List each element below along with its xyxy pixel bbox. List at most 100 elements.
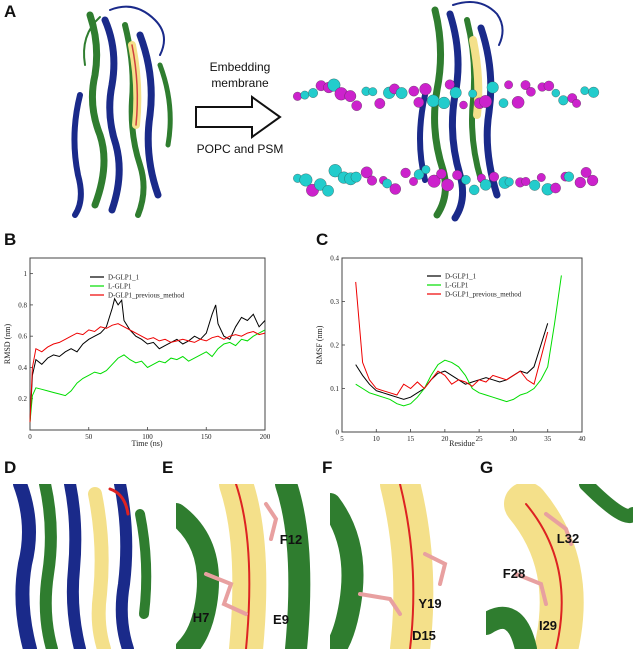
x-tick-label: 200	[260, 433, 271, 441]
lipid-headgroup	[580, 86, 589, 95]
y-tick-label: 0.1	[330, 385, 339, 393]
arrow-label-line1: Embedding	[210, 60, 271, 74]
lipid-headgroup	[395, 87, 408, 99]
rmsf-ylabel: RMSF (nm)	[315, 325, 324, 364]
lipid-headgroup	[409, 177, 418, 186]
arrow-caption: POPC and PSM	[197, 142, 284, 155]
structure-overlay-d	[0, 484, 158, 649]
lipid-headgroup	[498, 98, 509, 108]
arrow-label-line2: membrane	[211, 76, 269, 90]
series-line-d-glp1-previous-method	[355, 281, 549, 396]
lipid-headgroup	[563, 171, 574, 182]
lipid-headgroup	[461, 175, 471, 185]
lipid-headgroup	[511, 96, 525, 109]
y-tick-label: 0	[336, 429, 340, 437]
lipid-headgroup	[504, 80, 513, 90]
x-tick-label: 35	[544, 435, 552, 443]
y-tick-label: 0.2	[18, 395, 27, 403]
lipid-layer-top	[293, 78, 600, 111]
lipid-headgroup	[314, 178, 327, 191]
y-tick-label: 0.6	[18, 333, 27, 341]
lipid-headgroup	[437, 96, 451, 109]
residue-label-e9: E9	[273, 612, 289, 627]
lipid-headgroup	[382, 178, 392, 189]
lipid-headgroup	[328, 164, 342, 178]
lipid-headgroup	[299, 173, 313, 187]
embedding-arrow: Embedding membrane POPC and PSM	[195, 60, 284, 155]
lipid-headgroup	[449, 86, 462, 99]
lipid-headgroup	[322, 185, 334, 197]
x-tick-label: 0	[28, 433, 32, 441]
lipid-headgroup	[551, 88, 560, 98]
lipid-headgroup	[367, 175, 377, 186]
x-tick-label: 150	[201, 433, 212, 441]
x-tick-label: 30	[510, 435, 518, 443]
rmsd-chart: 0 50 100 150 200 0.2 0.4 0.6 0.8 1 D-GLP1_1L-GLP1…	[3, 257, 271, 448]
lipid-headgroup	[368, 87, 378, 97]
series-line-l-glp1	[355, 275, 562, 407]
protein-structure-left	[71, 5, 173, 218]
lipid-headgroup	[400, 167, 411, 178]
residue-closeup-e: F12 H7 E9	[176, 484, 324, 649]
residue-label-f12: F12	[280, 532, 302, 547]
series-line-l-glp1	[29, 329, 266, 423]
lipid-headgroup	[389, 183, 401, 195]
series-line-d-glp1-previous-method	[29, 323, 266, 423]
x-tick-label: 10	[373, 435, 381, 443]
residue-label-y19: Y19	[418, 596, 441, 611]
legend-label: L-GLP1	[445, 282, 469, 290]
lipid-headgroup	[469, 184, 480, 196]
lipid-headgroup	[413, 97, 425, 108]
panel-label-a: A	[4, 2, 17, 21]
residue-closeup-g: L32 F28 I29	[486, 484, 633, 649]
y-tick-label: 1	[24, 270, 28, 278]
lipid-headgroup	[479, 95, 492, 108]
lipid-headgroup	[408, 85, 420, 97]
rmsd-xlabel: Time (ns)	[131, 439, 162, 448]
lipid-headgroup	[351, 100, 362, 111]
panel-label-b: B	[4, 230, 17, 249]
residue-label-l32: L32	[557, 531, 579, 546]
y-tick-label: 0.4	[330, 255, 339, 263]
lipid-headgroup	[327, 78, 341, 92]
lipid-headgroup	[421, 165, 431, 174]
rmsf-plot-area	[341, 257, 583, 433]
lipid-headgroup	[459, 100, 468, 110]
lipid-headgroup	[413, 169, 425, 180]
lipid-headgroup	[543, 80, 555, 92]
lipid-headgroup	[520, 80, 531, 90]
rmsf-xlabel: Residue	[449, 439, 475, 448]
lipid-headgroup	[521, 177, 531, 186]
x-tick-label: 15	[407, 435, 415, 443]
rmsd-ylabel: RMSD (nm)	[3, 324, 12, 365]
residue-label-i29: I29	[539, 618, 557, 633]
y-tick-label: 0.4	[18, 364, 27, 372]
lipid-headgroup	[588, 86, 600, 98]
lipid-headgroup	[468, 89, 478, 99]
lipid-headgroup	[558, 95, 569, 106]
lipid-headgroup	[574, 176, 586, 189]
lipid-headgroup	[587, 174, 599, 187]
lipid-headgroup	[452, 170, 463, 181]
legend-label: D-GLP1_previous_method	[445, 291, 522, 299]
lipid-headgroup	[436, 168, 447, 180]
legend-label: D-GLP1_previous_method	[108, 292, 185, 300]
x-tick-label: 20	[441, 435, 449, 443]
lipid-headgroup	[419, 83, 432, 96]
y-tick-label: 0.2	[330, 342, 339, 350]
x-tick-label: 50	[85, 433, 93, 441]
panel-label-c: C	[316, 230, 329, 249]
residue-label-d15: D15	[412, 628, 436, 643]
x-tick-label: 25	[476, 435, 484, 443]
membrane-embedded-structure	[293, 1, 600, 222]
lipid-headgroup	[441, 178, 454, 192]
lipid-headgroup	[293, 91, 302, 101]
lipid-headgroup	[426, 94, 440, 108]
x-tick-label: 40	[579, 435, 587, 443]
x-tick-label: 100	[142, 433, 153, 441]
lipid-headgroup	[529, 179, 541, 191]
series-line-d-glp1-1	[29, 297, 266, 423]
lipid-headgroup	[536, 173, 546, 182]
lipid-headgroup	[308, 88, 318, 98]
legend-label: D-GLP1_1	[108, 274, 140, 282]
